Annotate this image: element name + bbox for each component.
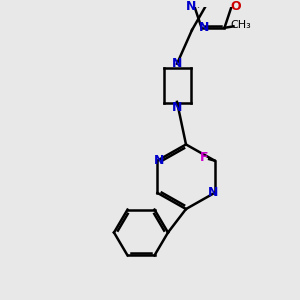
Text: N: N bbox=[200, 21, 210, 34]
Text: N: N bbox=[186, 0, 197, 13]
Text: N: N bbox=[154, 154, 164, 167]
Text: F: F bbox=[200, 151, 208, 164]
Text: N: N bbox=[172, 57, 182, 70]
Text: N: N bbox=[208, 186, 218, 200]
Text: N: N bbox=[172, 101, 182, 114]
Text: CH₃: CH₃ bbox=[231, 20, 251, 30]
Text: O: O bbox=[231, 0, 242, 13]
